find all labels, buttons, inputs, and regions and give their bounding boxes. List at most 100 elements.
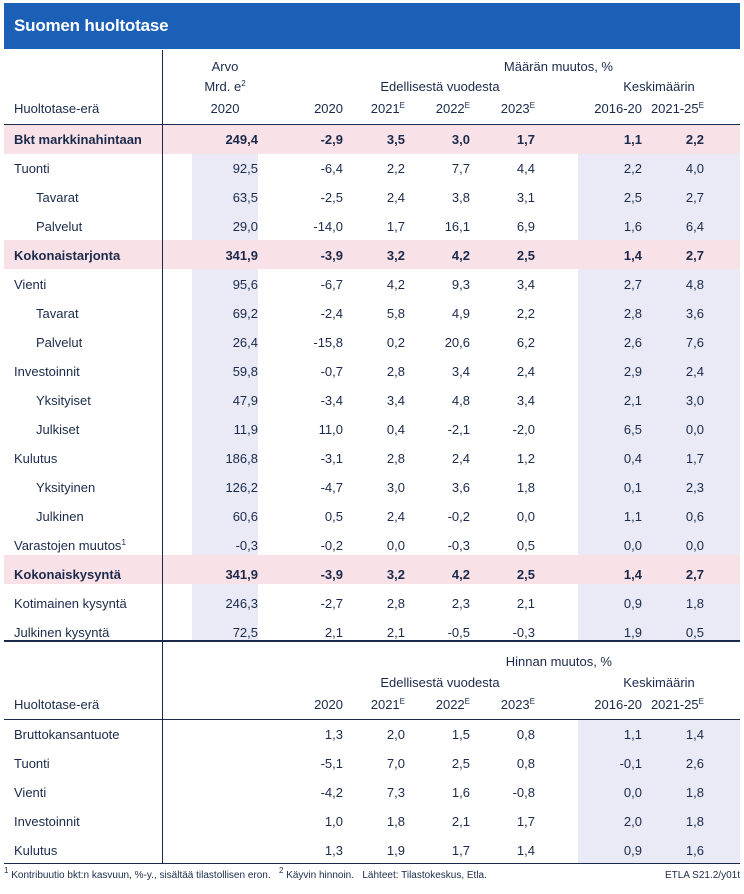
row-label-text: Vienti — [14, 785, 47, 800]
bottom-rule — [4, 863, 740, 864]
table-cell: 0,0 — [623, 538, 642, 553]
table-cell: 4,2 — [386, 277, 405, 292]
row-label: Tuonti — [14, 749, 50, 778]
row-label-text: Tavarat — [36, 190, 79, 205]
table-cell: -4,2 — [320, 785, 343, 800]
table-row: Julkinen kysyntä 72,5 2,1 2,1 -0,5 -0,3 1,9 0,5 — [4, 618, 740, 647]
header-year-sup: E — [529, 101, 535, 110]
row-label: Julkinen kysyntä — [14, 618, 109, 647]
table-cell: 4,8 — [685, 277, 704, 292]
footnote2-mark: 2 — [278, 866, 284, 875]
table-cell: 92,5 — [232, 161, 258, 176]
table-cell: 2,2 — [516, 306, 535, 321]
header-group-title: Määrän muutos, % — [503, 59, 613, 74]
table-row: Yksityiset 47,9 -3,4 3,4 4,8 3,4 2,1 3,0 — [4, 386, 740, 415]
header-arvo-year: 2020 — [210, 101, 240, 116]
table-cell: 0,9 — [623, 843, 642, 858]
header-year: 2023E — [455, 697, 535, 712]
table-cell: 2,6 — [623, 335, 642, 350]
table-cell: 1,8 — [685, 785, 704, 800]
section-divider — [4, 640, 740, 642]
table-cell: 3,4 — [451, 364, 470, 379]
header-year-sup: E — [399, 697, 405, 706]
table-cell: 4,2 — [451, 567, 470, 582]
header-year-text: 2021 — [370, 101, 400, 116]
row-label: Kokonaiskysyntä — [14, 560, 121, 589]
row-label-text: Vienti — [14, 277, 47, 292]
table-row: Kokonaiskysyntä 341,9 -3,9 3,2 4,2 2,5 1,4 2,7 — [4, 560, 740, 589]
header-year: 2021-25E — [624, 101, 704, 116]
table-cell: 1,4 — [516, 843, 535, 858]
highlight-row-kokonaistarjonta — [4, 240, 740, 269]
table-cell: 6,9 — [516, 219, 535, 234]
table-row: Bkt markkinahintaan 249,4 -2,9 3,5 3,0 1,7 1,1… — [4, 125, 740, 154]
table-cell: 6,2 — [516, 335, 535, 350]
table-cell: -2,5 — [320, 190, 343, 205]
table-cell: 11,9 — [233, 422, 258, 437]
table-row: Palvelut 26,4 -15,8 0,2 20,6 6,2 2,6 7,6 — [4, 328, 740, 357]
table-row: Kotimainen kysyntä 246,3 -2,7 2,8 2,3 2,1 0,9 1… — [4, 589, 740, 618]
header-prev-year: Edellisestä vuodesta — [380, 79, 500, 94]
header-row-label: Huoltotase-erä — [14, 101, 100, 116]
row-label-text: Kulutus — [14, 451, 58, 466]
row-label: Vienti — [14, 778, 46, 807]
row-label: Investoinnit — [14, 807, 80, 836]
row-label-text: Tavarat — [36, 306, 79, 321]
table-cell: 126,2 — [225, 480, 258, 495]
table-cell: 2,1 — [451, 814, 470, 829]
table-cell: 29,0 — [232, 219, 258, 234]
table-cell: 0,0 — [685, 538, 704, 553]
table-cell: -14,0 — [313, 219, 343, 234]
table-cell: 1,9 — [623, 625, 642, 640]
table-cell: -2,9 — [320, 132, 343, 147]
table-cell: 0,9 — [623, 596, 642, 611]
table-cell: -0,5 — [447, 625, 470, 640]
table-cell: 2,5 — [516, 248, 535, 263]
header-year-sup: E — [698, 101, 704, 110]
table-cell: 59,8 — [232, 364, 258, 379]
footnote1-mark: 1 — [4, 866, 9, 875]
table-cell: 2,4 — [451, 451, 470, 466]
table-cell: 7,3 — [386, 785, 405, 800]
table-row: Yksityinen 126,2 -4,7 3,0 3,6 1,8 0,1 2,3 — [4, 473, 740, 502]
row-label: Kotimainen kysyntä — [14, 589, 127, 618]
average-column-shade-2 — [578, 720, 740, 864]
row-label-text: Tuonti — [14, 756, 50, 771]
table-cell: 3,2 — [386, 248, 405, 263]
table-cell: -0,8 — [512, 785, 535, 800]
table-cell: 3,1 — [516, 190, 535, 205]
table-cell: 2,4 — [516, 364, 535, 379]
header-year: 2016-20 — [562, 697, 642, 712]
table-cell: -0,3 — [447, 538, 470, 553]
row-label: Tavarat — [36, 299, 79, 328]
table-row: Kulutus 1,3 1,9 1,7 1,4 0,9 1,6 — [4, 836, 740, 865]
table-cell: 2,3 — [685, 480, 704, 495]
table-cell: -3,4 — [320, 393, 343, 408]
highlight-row-kokonaiskysynta — [4, 555, 740, 584]
header-mrd-sup: 2 — [241, 79, 246, 88]
table-cell: 1,7 — [386, 219, 405, 234]
table-cell: 0,1 — [623, 480, 642, 495]
row-label: Vienti — [14, 270, 46, 299]
header-year: 2020 — [263, 101, 343, 116]
table-cell: 4,9 — [451, 306, 470, 321]
table-cell: 1,3 — [324, 843, 343, 858]
table-cell: 2,1 — [516, 596, 535, 611]
table-cell: -2,4 — [320, 306, 343, 321]
table-cell: 72,5 — [232, 625, 258, 640]
table-cell: 2,5 — [451, 756, 470, 771]
table-title-bar: Suomen huoltotase — [4, 3, 740, 49]
row-label: Kokonaistarjonta — [14, 241, 120, 270]
header2-average: Keskimäärin — [623, 675, 695, 690]
header-arvo: Arvo — [211, 59, 239, 74]
table-cell: -4,7 — [320, 480, 343, 495]
table-cell: 2,4 — [685, 364, 704, 379]
table-cell: 0,0 — [623, 785, 642, 800]
table-cell: 69,2 — [232, 306, 258, 321]
table-cell: 7,0 — [386, 756, 405, 771]
header-year-text: 2021-25 — [650, 697, 699, 712]
table-cell: 341,9 — [225, 248, 258, 263]
table-cell: 26,4 — [232, 335, 258, 350]
header-year-text: 2016-20 — [594, 697, 642, 712]
table-cell: 3,0 — [451, 132, 470, 147]
